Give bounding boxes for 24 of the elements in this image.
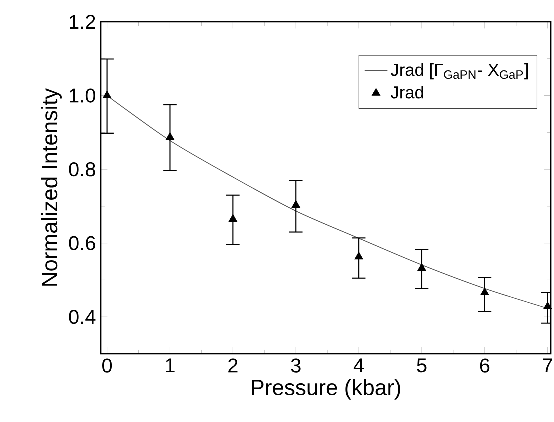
x-tick-label: 5 <box>417 358 427 373</box>
x-tick-label: 4 <box>354 358 364 372</box>
x-tick-label: 6 <box>480 358 490 373</box>
x-tick-label: 1 <box>166 358 175 372</box>
legend-label: Jrad [Γ$_{GaPN}$- X$_{GaP}$] <box>390 63 528 80</box>
point <box>292 200 300 208</box>
legend-label: Jrad <box>390 86 424 99</box>
y-tick-label: 1.2 <box>70 15 96 29</box>
point <box>228 214 238 222</box>
y-tick-label: 0.4 <box>69 310 96 324</box>
y-tick-label: 0.6 <box>69 236 96 250</box>
y-tick-label: 0.8 <box>69 162 96 177</box>
x-tick-label: 2 <box>228 358 238 373</box>
x-tick-label: 3 <box>291 358 301 373</box>
y-tick-label: 1.0 <box>70 88 96 103</box>
point <box>354 252 364 260</box>
x-tick-label: 0 <box>102 358 112 373</box>
point <box>480 288 490 296</box>
point <box>102 90 112 98</box>
y-axis-title: Normalized Intensity <box>42 88 62 286</box>
point <box>166 132 175 140</box>
x-axis-title: Pressure (kbar) <box>252 379 400 400</box>
x-tick-label: 7 <box>543 358 552 372</box>
point <box>418 263 426 272</box>
